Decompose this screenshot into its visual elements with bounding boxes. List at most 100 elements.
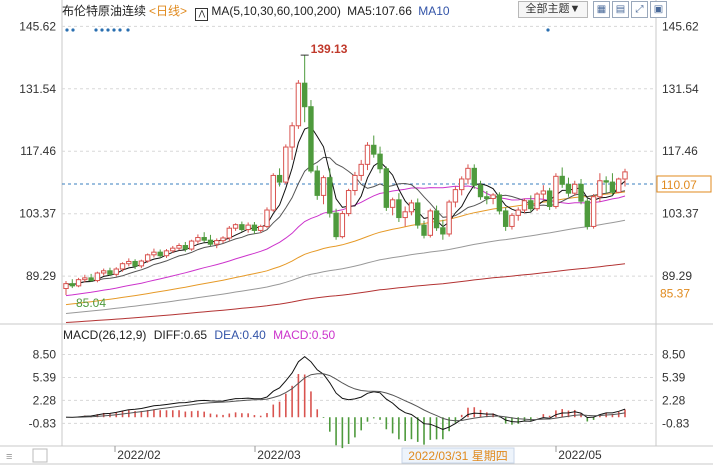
ma-icon[interactable]: ⋀: [195, 8, 209, 21]
macd-diff-value: DIFF:0.65: [153, 328, 208, 342]
candle-up: [352, 174, 358, 192]
candle-up: [553, 175, 559, 207]
candle-down: [578, 183, 584, 202]
candle-down: [239, 224, 245, 231]
candle-up: [622, 171, 628, 180]
candle-down: [584, 200, 591, 227]
current-price-tag: [656, 175, 712, 193]
high-label: 139.13: [311, 42, 348, 56]
candle-up: [364, 144, 371, 165]
candle-up: [245, 224, 251, 231]
cursor-date-label: 2022/03/31 星期四: [408, 449, 507, 463]
candle-up: [75, 279, 82, 287]
candle-down: [383, 168, 390, 208]
candle-up: [490, 194, 496, 199]
candle-up: [402, 211, 408, 219]
candle-down: [421, 224, 427, 236]
candle-up: [408, 202, 415, 213]
date-label: 2022/05: [558, 448, 602, 462]
candle-down: [107, 270, 113, 275]
price-tick-left: 131.54: [19, 82, 56, 96]
fullscreen-icon[interactable]: ⤢: [631, 1, 648, 18]
theme-select-button[interactable]: 全部主题▼: [518, 1, 588, 18]
ma200-line: [65, 263, 626, 323]
candle-up: [220, 237, 226, 242]
period-selector[interactable]: <日线>: [149, 4, 188, 18]
candlestick-series: [63, 55, 628, 295]
candle-up: [295, 82, 302, 127]
macd-tick-left: 5.39: [33, 370, 57, 384]
price-tick-right: 103.37: [662, 207, 699, 221]
candle-down: [559, 175, 565, 185]
candle-up: [232, 224, 239, 229]
candle-down: [88, 277, 94, 282]
price-tick-left: 89.29: [26, 269, 56, 283]
candle-down: [546, 190, 553, 207]
event-marker: [112, 28, 116, 32]
ma10-value: MA10: [418, 4, 450, 18]
corner-menu-icon: ≡: [6, 451, 12, 463]
candle-down: [314, 170, 320, 196]
candle-down: [333, 212, 339, 238]
candle-up: [509, 214, 515, 227]
candle-down: [415, 202, 421, 226]
candle-down: [565, 183, 572, 194]
grid-icon[interactable]: ▦: [593, 1, 610, 18]
macd-tick-right: 2.28: [662, 393, 686, 407]
candle-down: [433, 210, 440, 229]
price-tick-right: 131.54: [662, 82, 699, 96]
price-tick-left: 117.46: [20, 144, 56, 158]
date-label: 2022/03: [257, 448, 301, 462]
date-label: 2022/02: [117, 448, 161, 462]
candle-down: [477, 184, 484, 198]
candle-down: [207, 239, 214, 245]
event-marker: [65, 28, 69, 32]
axes-labels: 145.62 145.62 131.54 131.54 117.46 117.46 103.…: [6, 19, 712, 464]
window-icon[interactable]: ▣: [650, 1, 667, 18]
candle-up: [345, 190, 352, 215]
candle-down: [201, 237, 207, 241]
macd-panel: [62, 354, 656, 449]
candle-up: [113, 268, 119, 275]
macd-tick-right: 8.50: [662, 348, 686, 362]
candle-down: [603, 180, 609, 183]
ma-label: MA(5,10,30,60,100,200): [211, 4, 341, 18]
event-marker: [100, 28, 104, 32]
macd-tick-right: 5.39: [662, 370, 686, 384]
candle-up: [572, 183, 578, 194]
candle-up: [521, 200, 528, 211]
layout-icon[interactable]: ▤: [612, 1, 629, 18]
ma5-value: MA5:107.66: [347, 4, 412, 18]
corner-button: [32, 448, 48, 463]
event-marker: [106, 28, 110, 32]
candle-up: [389, 199, 396, 208]
candle-up: [119, 263, 126, 270]
candle-up: [63, 283, 69, 290]
candle-up: [163, 250, 170, 257]
candle-up: [151, 251, 157, 256]
candle-up: [195, 237, 201, 242]
ma5-line: [65, 126, 626, 286]
event-marker: [118, 28, 122, 32]
macd-tick-right: -0.83: [662, 416, 690, 430]
candle-up: [283, 146, 289, 183]
candle-up: [226, 227, 233, 239]
candle-down: [396, 199, 402, 219]
candle-down: [182, 245, 189, 250]
event-marker: [126, 28, 130, 32]
candle-up: [320, 177, 327, 196]
candle-down: [69, 283, 75, 287]
candle-up: [358, 163, 364, 176]
instrument-name: 布伦特原油连续: [62, 4, 147, 18]
candle-down: [276, 174, 283, 183]
price-tick-left: 145.62: [19, 19, 56, 33]
candle-up: [176, 245, 182, 249]
macd-dea-value: DEA:0.40: [214, 328, 266, 342]
macd-dea-line: [65, 373, 626, 422]
candle-down: [484, 196, 490, 199]
macd-tick-left: 2.28: [33, 393, 57, 407]
candle-down: [528, 200, 534, 210]
candle-up: [446, 201, 452, 235]
candle-down: [609, 181, 616, 193]
event-marker: [71, 28, 75, 32]
